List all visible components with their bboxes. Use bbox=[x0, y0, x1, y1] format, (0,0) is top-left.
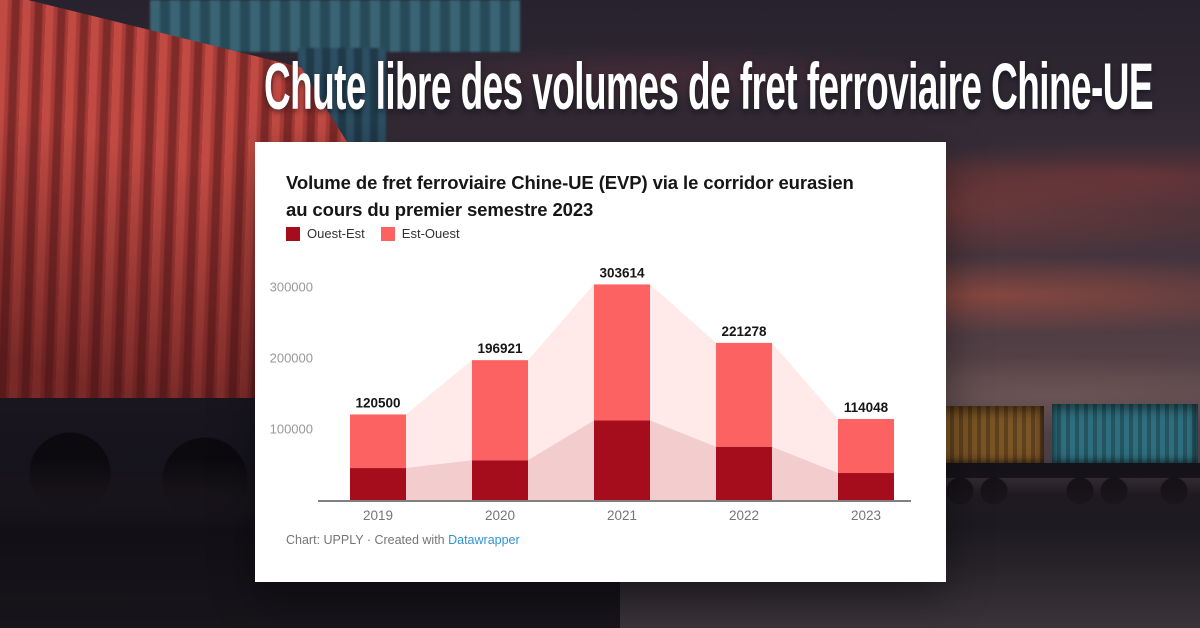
chart-card: Volume de fret ferroviaire Chine-UE (EVP… bbox=[255, 142, 946, 582]
value-label-2022: 221278 bbox=[721, 324, 767, 339]
x-label-2020: 2020 bbox=[485, 508, 515, 523]
bar-ouest-est-2019[interactable] bbox=[350, 468, 406, 500]
plot-svg: 100000 200000 300000 120500 2019 196921 2020 30… bbox=[270, 265, 911, 523]
bar-est-ouest-2020[interactable] bbox=[472, 360, 528, 461]
background-orange-container bbox=[936, 406, 1044, 466]
background-cyan-container bbox=[1052, 404, 1198, 466]
chart-title-line-2: au cours du premier semestre 2023 bbox=[286, 199, 594, 220]
bar-ouest-est-2021[interactable] bbox=[594, 420, 650, 500]
legend-item-est-ouest: Est-Ouest bbox=[380, 226, 460, 241]
legend-swatch-est-ouest bbox=[380, 226, 395, 241]
datawrapper-link[interactable]: Datawrapper bbox=[448, 533, 520, 547]
footer-credit: Chart: UPPLY · Created with bbox=[286, 533, 449, 547]
chart-title: Volume de fret ferroviaire Chine-UE (EVP… bbox=[286, 169, 934, 223]
x-label-2021: 2021 bbox=[607, 508, 637, 523]
legend-item-ouest-est: Ouest-Est bbox=[286, 226, 365, 241]
chart-legend: Ouest-Est Est-Ouest bbox=[286, 226, 460, 241]
bar-ouest-est-2020[interactable] bbox=[472, 460, 528, 500]
y-tick-label: 200000 bbox=[270, 351, 313, 366]
legend-label-est-ouest: Est-Ouest bbox=[401, 226, 460, 241]
y-tick-label: 300000 bbox=[270, 280, 313, 295]
y-tick-label: 100000 bbox=[270, 422, 313, 437]
x-label-2019: 2019 bbox=[363, 508, 393, 523]
legend-swatch-ouest-est bbox=[286, 226, 300, 241]
value-label-2020: 196921 bbox=[477, 341, 523, 356]
bar-ouest-est-2022[interactable] bbox=[716, 446, 772, 500]
x-label-2022: 2022 bbox=[729, 508, 759, 523]
bar-est-ouest-2022[interactable] bbox=[716, 342, 772, 447]
bar-est-ouest-2019[interactable] bbox=[350, 414, 406, 469]
bar-est-ouest-2023[interactable] bbox=[838, 419, 894, 474]
legend-label-ouest-est: Ouest-Est bbox=[307, 226, 365, 241]
value-label-2019: 120500 bbox=[355, 395, 400, 410]
background-teal-containers bbox=[150, 0, 520, 52]
x-label-2023: 2023 bbox=[851, 508, 881, 523]
bar-ouest-est-2023[interactable] bbox=[838, 473, 894, 500]
value-label-2023: 114048 bbox=[844, 400, 889, 415]
chart-footer: Chart: UPPLY · Created with Datawrapper bbox=[286, 533, 520, 547]
headline: Chute libre des volumes de fret ferrovia… bbox=[264, 49, 1154, 123]
value-label-2021: 303614 bbox=[599, 265, 645, 280]
chart-title-line-1: Volume de fret ferroviaire Chine-UE (EVP… bbox=[286, 172, 854, 193]
bar-est-ouest-2021[interactable] bbox=[594, 284, 650, 421]
